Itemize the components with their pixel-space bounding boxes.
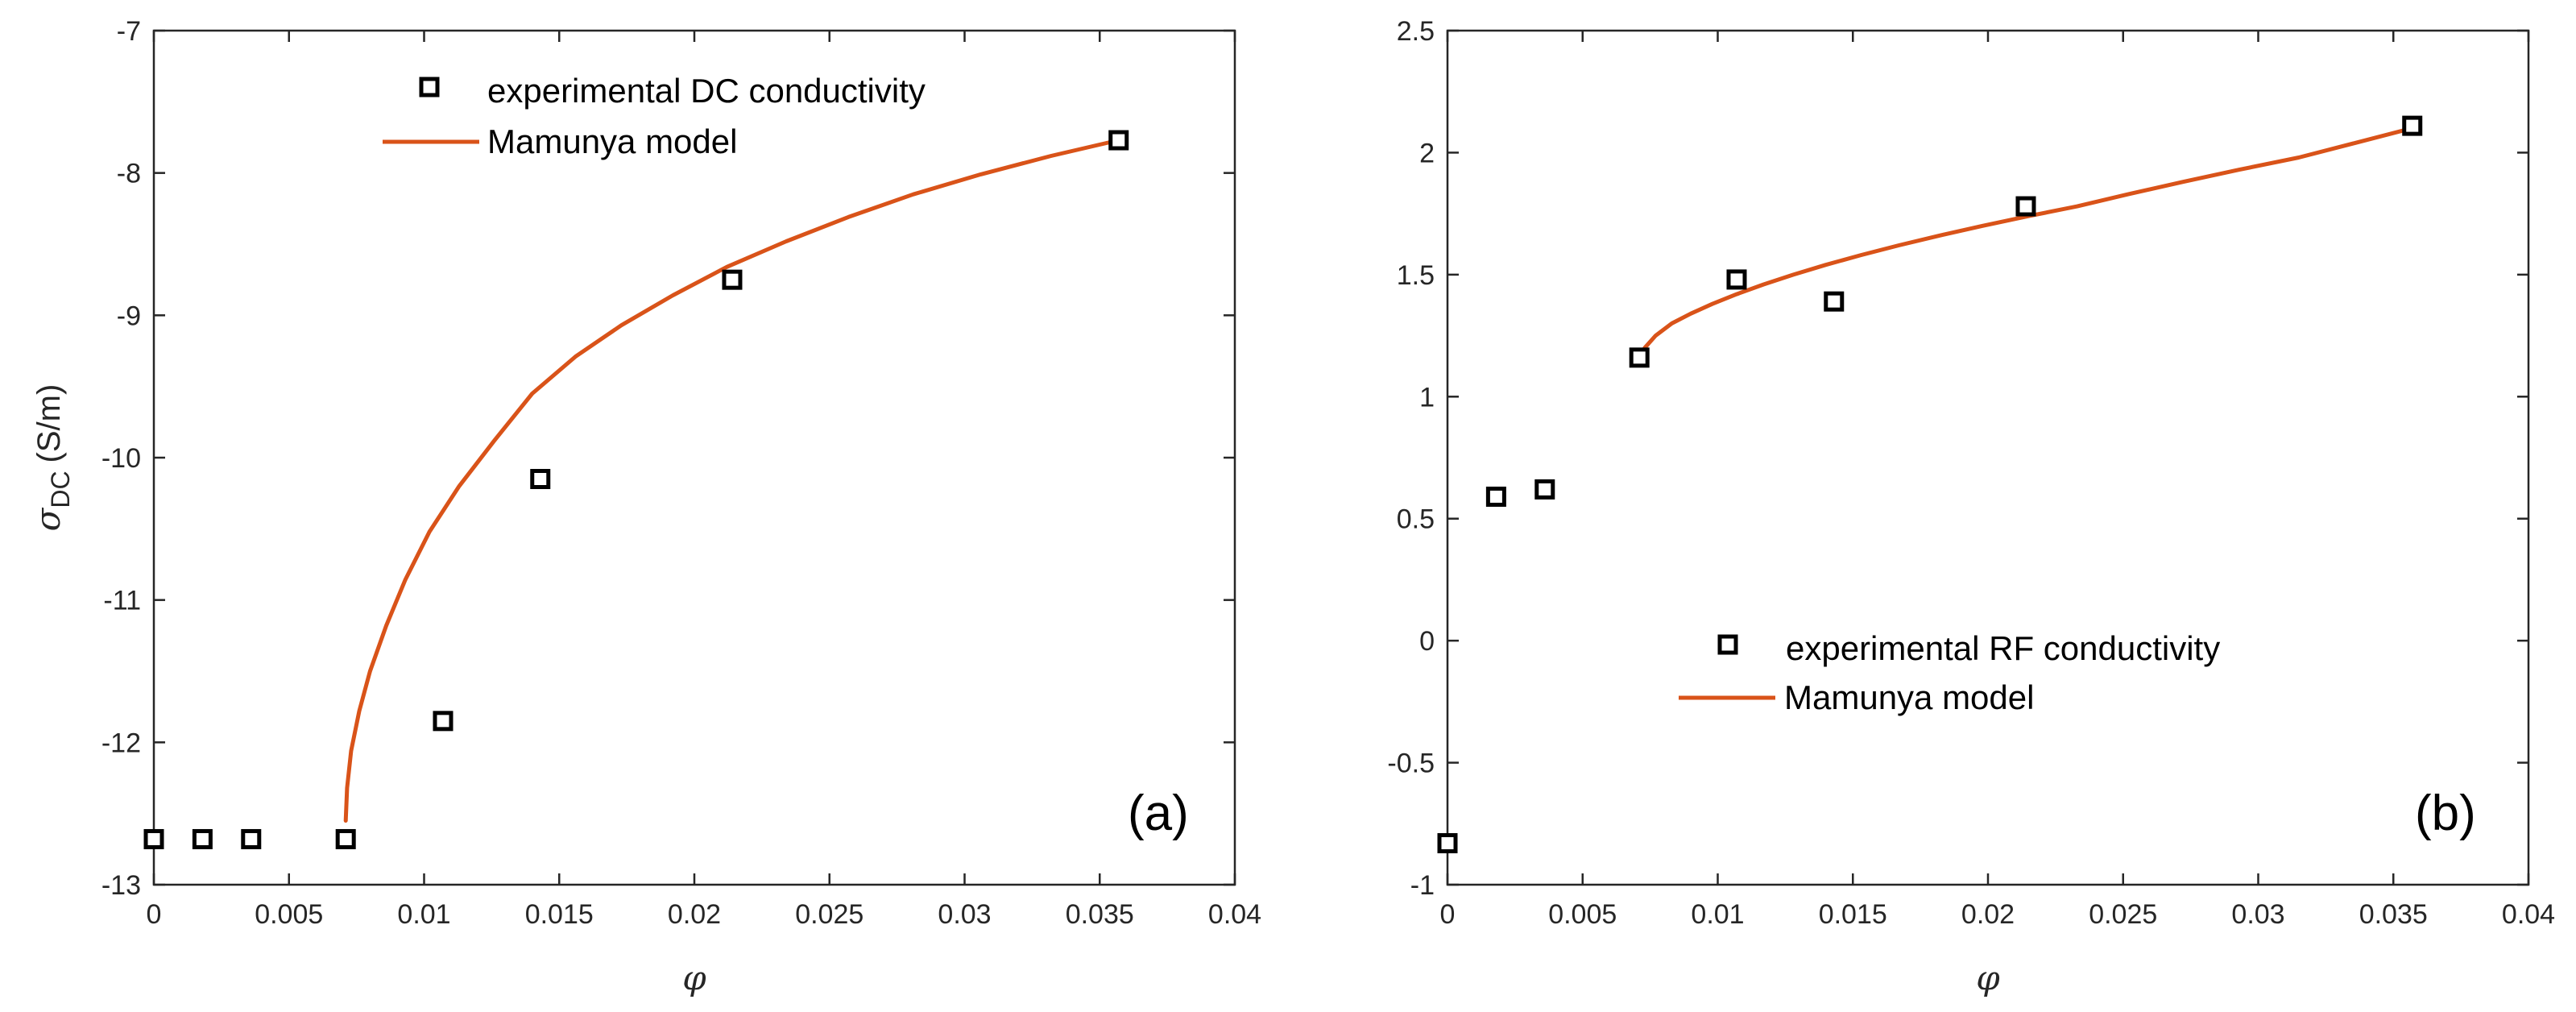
panel-b-y-tick-label: 2 xyxy=(1419,138,1435,168)
panel-b-x-tick-label: 0.04 xyxy=(2502,899,2555,930)
panel-a-legend-label-experimental: experimental DC conductivity xyxy=(487,72,926,110)
panel-b-model-curve xyxy=(1637,126,2415,360)
panel-a-data-point xyxy=(143,828,164,849)
panel-a-x-tick-label: 0.01 xyxy=(397,899,450,930)
panel-b-x-tick-label: 0.01 xyxy=(1691,899,1744,930)
panel-a-y-tick-label: -9 xyxy=(117,301,141,331)
panel-a-model-curve xyxy=(343,138,1121,823)
panel-b-x-tick-label: 0.005 xyxy=(1548,899,1617,930)
panel-b-data-point xyxy=(2402,115,2423,136)
panel-a-y-axis-subscript: DC xyxy=(46,471,75,508)
panel-b-data-point xyxy=(1437,833,1458,854)
panel-b-data-point xyxy=(1824,291,1845,312)
panel-a-data-point xyxy=(722,269,743,290)
panel-b-x-tick-label: 0.02 xyxy=(1961,899,2015,930)
panel-a-x-tick-label: 0.03 xyxy=(938,899,991,930)
panel-a-ticks: 0 0.005 0.01 0.015 0.02 0.025 0.03 0.035 0.04 -7 -… xyxy=(101,16,1261,930)
panel-b-legend-label-model: Mamunya model xyxy=(1784,678,2034,716)
panel-b-x-tick-label: 0.015 xyxy=(1819,899,1887,930)
panel-a-y-tick-label: -10 xyxy=(101,443,141,474)
panel-a-label: (a) xyxy=(1128,786,1189,841)
panel-b-label: (b) xyxy=(2415,786,2476,841)
panel-b-legend: experimental RF conductivity Mamunya mod… xyxy=(1679,629,2220,716)
panel-a-x-tick-label: 0 xyxy=(147,899,162,930)
panel-b-x-tick-label: 0.025 xyxy=(2089,899,2157,930)
panel-a-data-point xyxy=(241,828,262,849)
panel-a-y-axis-unit: (S/m) xyxy=(31,384,67,463)
panel-b-x-tick-label: 0 xyxy=(1440,899,1456,930)
panel-a-x-tick-label: 0.04 xyxy=(1208,899,1261,930)
panel-a-x-tick-label: 0.025 xyxy=(795,899,863,930)
panel-b-x-tick-label: 0.035 xyxy=(2359,899,2428,930)
panel-a-data-point xyxy=(1108,130,1129,151)
panel-a-y-tick-label: -11 xyxy=(103,586,141,616)
panel-a-x-tick-label: 0.005 xyxy=(255,899,323,930)
panel-a-y-axis-label: σDC (S/m) xyxy=(28,384,75,532)
panel-a-data-point xyxy=(192,828,213,849)
panel-b-markers xyxy=(1437,115,2423,854)
panel-a-y-tick-label: -12 xyxy=(101,728,141,758)
panel-b: 0 0.005 0.01 0.015 0.02 0.025 0.03 0.035 0.04 2.5… xyxy=(1387,16,2555,997)
panel-a-y-tick-label: -7 xyxy=(117,16,141,47)
panel-b-x-tick-label: 0.03 xyxy=(2231,899,2284,930)
panel-b-x-axis-label: φ xyxy=(1976,958,2000,997)
panel-b-y-tick-label: 0.5 xyxy=(1397,504,1435,535)
panel-b-data-point xyxy=(1485,486,1506,507)
panel-b-legend-marker-icon xyxy=(1717,634,1738,655)
panel-b-data-point xyxy=(1534,479,1555,500)
panel-b-data-point xyxy=(2015,196,2036,217)
panel-b-legend-label-experimental: experimental RF conductivity xyxy=(1786,629,2220,667)
panel-a-legend-marker-icon xyxy=(419,77,440,97)
panel-b-y-tick-label: 1.5 xyxy=(1397,260,1435,291)
panel-b-y-tick-label: 0 xyxy=(1419,626,1435,657)
panel-a-data-point xyxy=(530,469,551,489)
panel-b-data-point xyxy=(1726,269,1747,290)
panel-b-ticks: 0 0.005 0.01 0.015 0.02 0.025 0.03 0.035 0.04 2.5… xyxy=(1387,16,2555,930)
panel-a-y-tick-label: -13 xyxy=(101,870,141,901)
panel-b-y-tick-label: 1 xyxy=(1419,382,1435,413)
panel-b-model-line xyxy=(1637,126,2415,360)
panel-a-legend-label-model: Mamunya model xyxy=(487,122,737,160)
panel-a-y-axis-symbol: σ xyxy=(28,507,68,531)
panel-a-x-axis-label: φ xyxy=(682,958,706,997)
panel-a-legend: experimental DC conductivity Mamunya mod… xyxy=(383,72,926,160)
panel-b-y-tick-label: 2.5 xyxy=(1397,16,1435,47)
panel-a: 0 0.005 0.01 0.015 0.02 0.025 0.03 0.035 0.04 -7 -… xyxy=(28,16,1261,997)
panel-a-model-line xyxy=(343,138,1121,823)
panel-b-data-point xyxy=(1629,347,1650,368)
panel-a-x-tick-label: 0.035 xyxy=(1066,899,1134,930)
panel-a-x-tick-label: 0.02 xyxy=(668,899,721,930)
panel-a-markers xyxy=(143,130,1129,849)
panel-a-x-tick-label: 0.015 xyxy=(525,899,594,930)
panel-b-y-tick-label: -1 xyxy=(1410,870,1435,901)
panel-b-y-tick-label: -0.5 xyxy=(1387,749,1435,779)
panel-a-y-tick-label: -8 xyxy=(117,159,141,189)
panel-a-data-point xyxy=(335,828,356,849)
panel-a-data-point xyxy=(433,711,453,732)
